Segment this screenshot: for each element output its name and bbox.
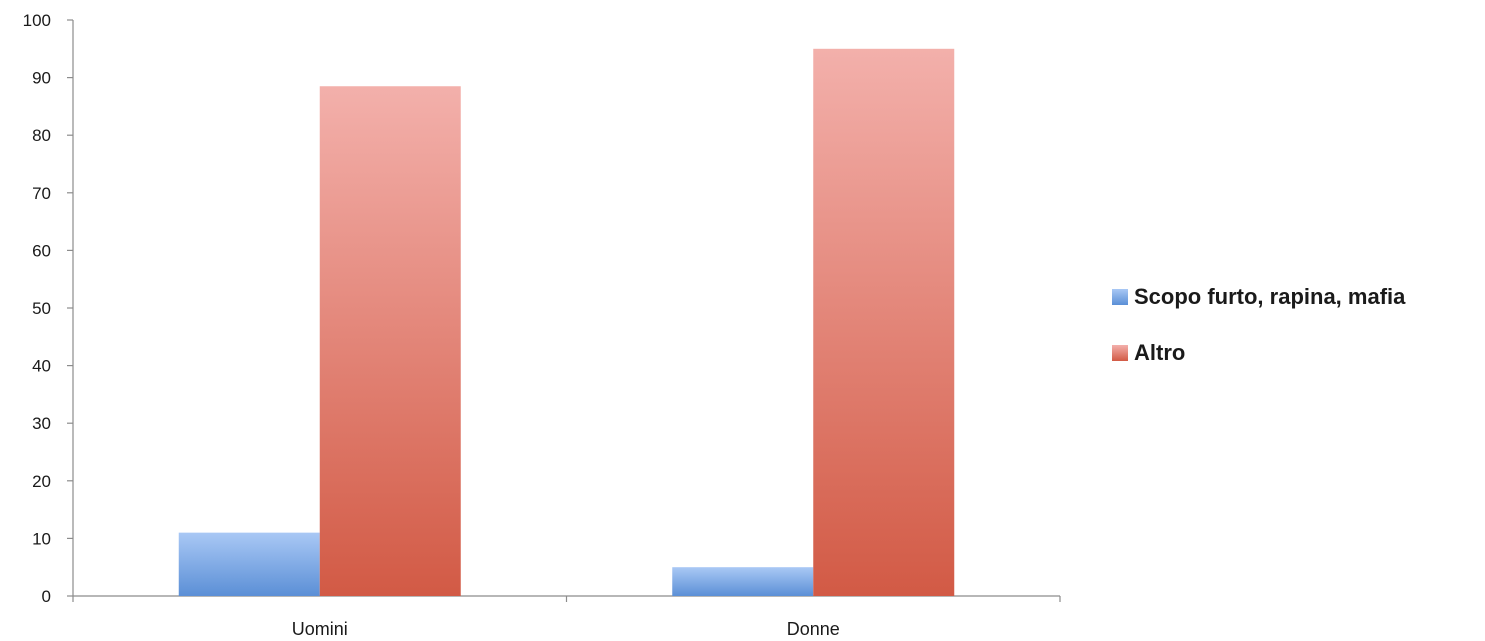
x-tick-label: Uomini bbox=[292, 619, 348, 639]
bars bbox=[178, 48, 955, 597]
y-tick-label: 90 bbox=[32, 69, 51, 88]
y-tick-label: 10 bbox=[32, 529, 51, 548]
y-tick-label: 70 bbox=[32, 184, 51, 203]
legend-label-series-2: Altro bbox=[1134, 340, 1186, 365]
legend-swatch-series-2 bbox=[1112, 345, 1128, 361]
y-tick-label: 30 bbox=[32, 414, 51, 433]
bar-uomini-series-2 bbox=[319, 86, 461, 597]
bar-uomini-series-1 bbox=[178, 532, 320, 596]
bar-donne-series-1 bbox=[672, 567, 814, 596]
y-tick-label: 60 bbox=[32, 241, 51, 260]
legend-item-series-1: Scopo furto, rapina, mafia bbox=[1112, 282, 1405, 312]
x-tick-label: Donne bbox=[787, 619, 840, 639]
legend-item-series-2: Altro bbox=[1112, 338, 1405, 368]
y-tick-label: 80 bbox=[32, 126, 51, 145]
bar-donne-series-2 bbox=[813, 48, 955, 597]
y-tick-label: 0 bbox=[42, 587, 51, 606]
y-tick-label: 40 bbox=[32, 357, 51, 376]
y-axis: 0 10 20 30 40 50 60 70 80 90 100 bbox=[23, 11, 74, 606]
y-tick-label: 50 bbox=[32, 299, 51, 318]
legend: Scopo furto, rapina, mafia Altro bbox=[1112, 282, 1405, 394]
x-axis: Uomini Donne bbox=[72, 595, 1061, 639]
legend-swatch-series-1 bbox=[1112, 289, 1128, 305]
legend-label-series-1: Scopo furto, rapina, mafia bbox=[1134, 284, 1406, 309]
y-tick-label: 20 bbox=[32, 472, 51, 491]
y-tick-label: 100 bbox=[23, 11, 51, 30]
